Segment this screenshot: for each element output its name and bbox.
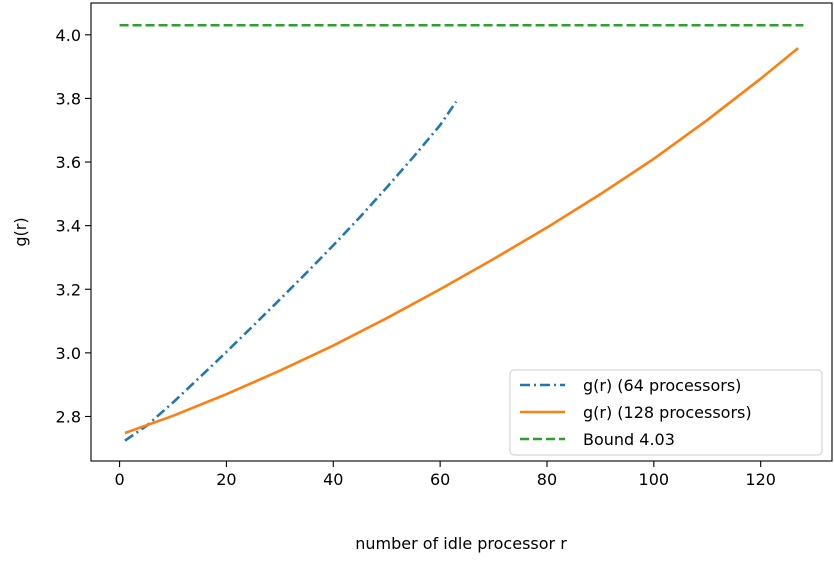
series-layer [119, 23, 804, 442]
x-axis-ticks: 0 20 40 60 80 100 120 [114, 461, 776, 489]
legend-label-1: g(r) (64 processors) [583, 376, 741, 395]
series-line-2 [124, 47, 799, 435]
x-tick-label: 40 [323, 470, 343, 489]
y-tick-label: 4.0 [56, 26, 81, 45]
x-tick-label: 80 [537, 470, 557, 489]
legend-box [509, 369, 823, 456]
y-tick-label: 3.4 [56, 217, 81, 236]
x-tick-label: 60 [430, 470, 450, 489]
y-axis-ticks: 2.8 3.0 3.2 3.4 3.6 3.8 4.0 [56, 26, 91, 426]
x-tick-label: 0 [114, 470, 124, 489]
legend-label-2: g(r) (128 processors) [583, 403, 752, 422]
y-tick-label: 2.8 [56, 407, 81, 426]
x-tick-label: 100 [639, 470, 670, 489]
x-tick-label: 20 [216, 470, 236, 489]
y-tick-label: 3.2 [56, 280, 81, 299]
legend-entries: g(r) (64 processors) g(r) (128 processors… [520, 376, 752, 449]
y-tick-label: 3.0 [56, 344, 81, 363]
y-tick-label: 3.6 [56, 153, 81, 172]
plot-frame [90, 2, 833, 462]
x-axis-label: number of idle processor r [355, 534, 567, 553]
legend-label-3: Bound 4.03 [583, 430, 675, 449]
series-line-1 [124, 100, 458, 442]
x-tick-label: 120 [745, 470, 776, 489]
y-axis-label: g(r) [11, 217, 30, 246]
y-tick-label: 3.8 [56, 89, 81, 108]
legend: g(r) (64 processors) g(r) (128 processors… [509, 369, 823, 456]
